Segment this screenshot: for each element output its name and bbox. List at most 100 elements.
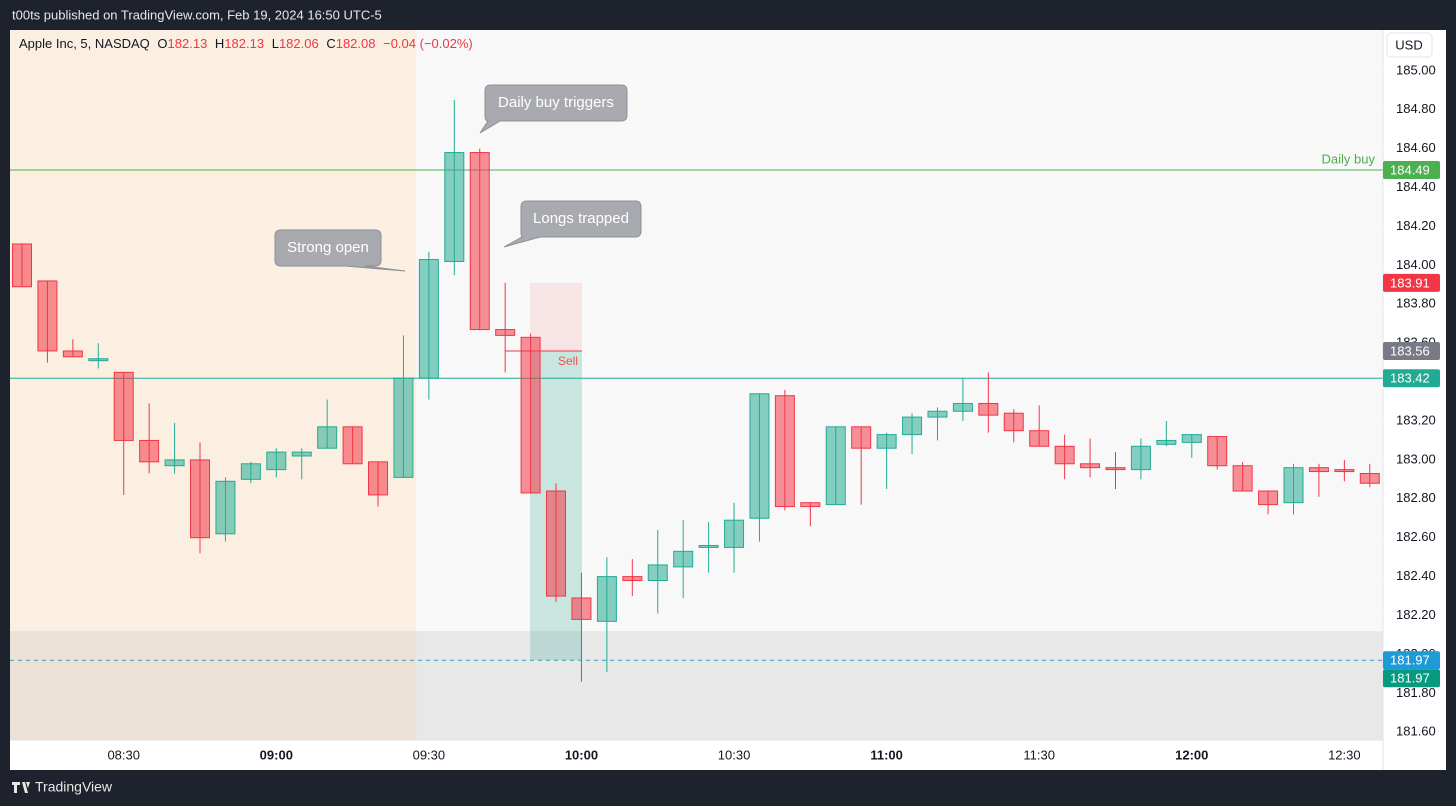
candle-body (1029, 430, 1050, 447)
candle-body (342, 426, 363, 465)
zone (10, 631, 1383, 740)
candle-body (902, 416, 923, 436)
candle-body (1003, 412, 1024, 432)
legend-value: 182.06 (279, 36, 319, 51)
candle-body (113, 371, 134, 441)
y-tick-label: 181.60 (1396, 724, 1436, 739)
y-tick-label: 182.20 (1396, 607, 1436, 622)
symbol: Apple Inc, 5, NASDAQ (19, 36, 150, 51)
position-label: Sell (558, 354, 578, 368)
y-tick-label: 183.20 (1396, 412, 1436, 427)
candle-body (724, 519, 745, 548)
candle-body (596, 576, 617, 622)
candle-body (520, 336, 541, 494)
price-badge-label: 181.97 (1390, 671, 1430, 686)
legend-key: C (326, 36, 335, 51)
candle-body (571, 597, 592, 620)
candle-body (37, 280, 58, 352)
candle-body (1130, 445, 1151, 471)
candle-body (749, 393, 770, 519)
legend-key: L (272, 36, 279, 51)
y-tick-label: 183.00 (1396, 451, 1436, 466)
price-badge (1383, 369, 1440, 388)
candle-body (927, 410, 948, 418)
level-label: Daily buy (1322, 151, 1376, 166)
x-tick-label: 11:00 (870, 747, 903, 762)
legend-key: O (157, 36, 167, 51)
callout-bubble (274, 229, 406, 272)
candle-body (1334, 469, 1355, 473)
candle-body (393, 377, 414, 478)
x-tick-label: 12:00 (1175, 747, 1208, 762)
y-tick-label: 184.40 (1396, 179, 1436, 194)
candle-body (139, 439, 160, 463)
candle-body (546, 490, 567, 597)
x-tick-label: 10:00 (565, 747, 598, 762)
y-tick-label: 184.20 (1396, 218, 1436, 233)
price-badge (1383, 341, 1440, 360)
candle-body (647, 564, 668, 581)
legend-value: 182.13 (224, 36, 264, 51)
candle-body (825, 426, 846, 506)
candle-body (368, 461, 389, 496)
callout-bubble (503, 200, 642, 248)
callout-text: Daily buy triggers (498, 94, 614, 111)
candle-body (317, 426, 338, 449)
legend-value: 182.08 (336, 36, 376, 51)
x-tick-label: 11:30 (1023, 747, 1055, 762)
y-tick-label: 182.40 (1396, 568, 1436, 583)
x-tick-label: 08:30 (107, 747, 140, 762)
candle-body (1156, 439, 1177, 445)
price-badge (1383, 651, 1440, 670)
candle-body (190, 459, 211, 539)
price-badge-label: 183.56 (1390, 343, 1430, 358)
callout-text: Strong open (287, 239, 369, 256)
legend: Apple Inc, 5, NASDAQ O182.13 H182.13 L18… (19, 36, 473, 51)
price-badge-label: 183.91 (1390, 275, 1430, 290)
candle-body (774, 395, 795, 508)
candle-body (266, 451, 287, 471)
candle-body (1181, 434, 1202, 443)
candle-body (698, 544, 719, 548)
price-badge (1383, 161, 1440, 180)
y-tick-label: 185.00 (1396, 62, 1436, 77)
price-badge (1383, 669, 1440, 688)
x-tick-label: 09:30 (413, 747, 446, 762)
y-tick-label: 184.60 (1396, 140, 1436, 155)
y-tick-label: 183.80 (1396, 296, 1436, 311)
legend-value: 182.13 (168, 36, 208, 51)
x-tick-label: 09:00 (260, 747, 293, 762)
legend-change: −0.04 (−0.02%) (383, 36, 473, 51)
publisher-line: t00ts published on TradingView.com, Feb … (12, 7, 382, 22)
price-axis (1383, 30, 1446, 770)
candle-body (1258, 490, 1279, 506)
candle-body (469, 152, 490, 331)
logo (12, 782, 30, 793)
candle-body (622, 576, 643, 581)
brand: TradingView (35, 779, 113, 795)
candle-body (444, 152, 465, 262)
currency-box[interactable] (1386, 32, 1433, 58)
candle-body (1105, 467, 1126, 471)
candle-body (164, 459, 185, 467)
y-tick-label: 184.80 (1396, 101, 1436, 116)
candle-body (876, 434, 897, 449)
candle-body (215, 480, 236, 535)
candle-body (12, 243, 32, 288)
candle-body (673, 550, 694, 568)
y-tick-label: 182.80 (1396, 490, 1436, 505)
y-tick-label: 182.60 (1396, 529, 1436, 544)
candle-body (1359, 473, 1380, 484)
plot: Sell Daily buy (10, 30, 1383, 740)
candle-body (1207, 436, 1228, 467)
candle-body (1054, 445, 1075, 465)
candle-body (62, 350, 83, 358)
candle-body (1308, 467, 1329, 473)
candle-body (1232, 465, 1253, 492)
candle-body (952, 402, 973, 412)
candle-body (1283, 467, 1304, 504)
legend-key: H (215, 36, 224, 51)
x-tick-label: 12:30 (1328, 747, 1361, 762)
